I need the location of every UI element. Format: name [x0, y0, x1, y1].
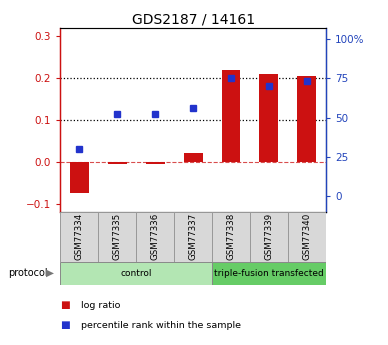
Bar: [174, 212, 212, 262]
Text: GSM77339: GSM77339: [265, 213, 274, 260]
Bar: [184, 154, 203, 162]
Bar: [212, 262, 326, 285]
Bar: [60, 262, 212, 285]
Text: GSM77336: GSM77336: [151, 213, 159, 260]
Text: GSM77340: GSM77340: [302, 213, 312, 260]
Text: percentile rank within the sample: percentile rank within the sample: [81, 321, 241, 330]
Text: GSM77334: GSM77334: [74, 213, 84, 260]
Bar: [250, 212, 288, 262]
Bar: [298, 76, 317, 162]
Text: log ratio: log ratio: [81, 301, 121, 310]
Bar: [107, 162, 126, 164]
Bar: [60, 212, 98, 262]
Bar: [146, 162, 165, 164]
Bar: [212, 212, 250, 262]
Text: GSM77338: GSM77338: [227, 213, 236, 260]
Bar: [136, 212, 174, 262]
Bar: [260, 74, 279, 162]
Bar: [288, 212, 326, 262]
Text: GDS2187 / 14161: GDS2187 / 14161: [132, 12, 256, 26]
Text: ■: ■: [60, 300, 70, 310]
Bar: [222, 70, 241, 162]
Text: control: control: [120, 269, 152, 278]
Text: ■: ■: [60, 321, 70, 330]
Text: GSM77337: GSM77337: [189, 213, 197, 260]
Text: GSM77335: GSM77335: [113, 213, 121, 260]
Text: ▶: ▶: [45, 268, 54, 278]
Bar: [98, 212, 136, 262]
Text: protocol: protocol: [8, 268, 47, 278]
Text: triple-fusion transfected: triple-fusion transfected: [214, 269, 324, 278]
Bar: [69, 162, 88, 193]
